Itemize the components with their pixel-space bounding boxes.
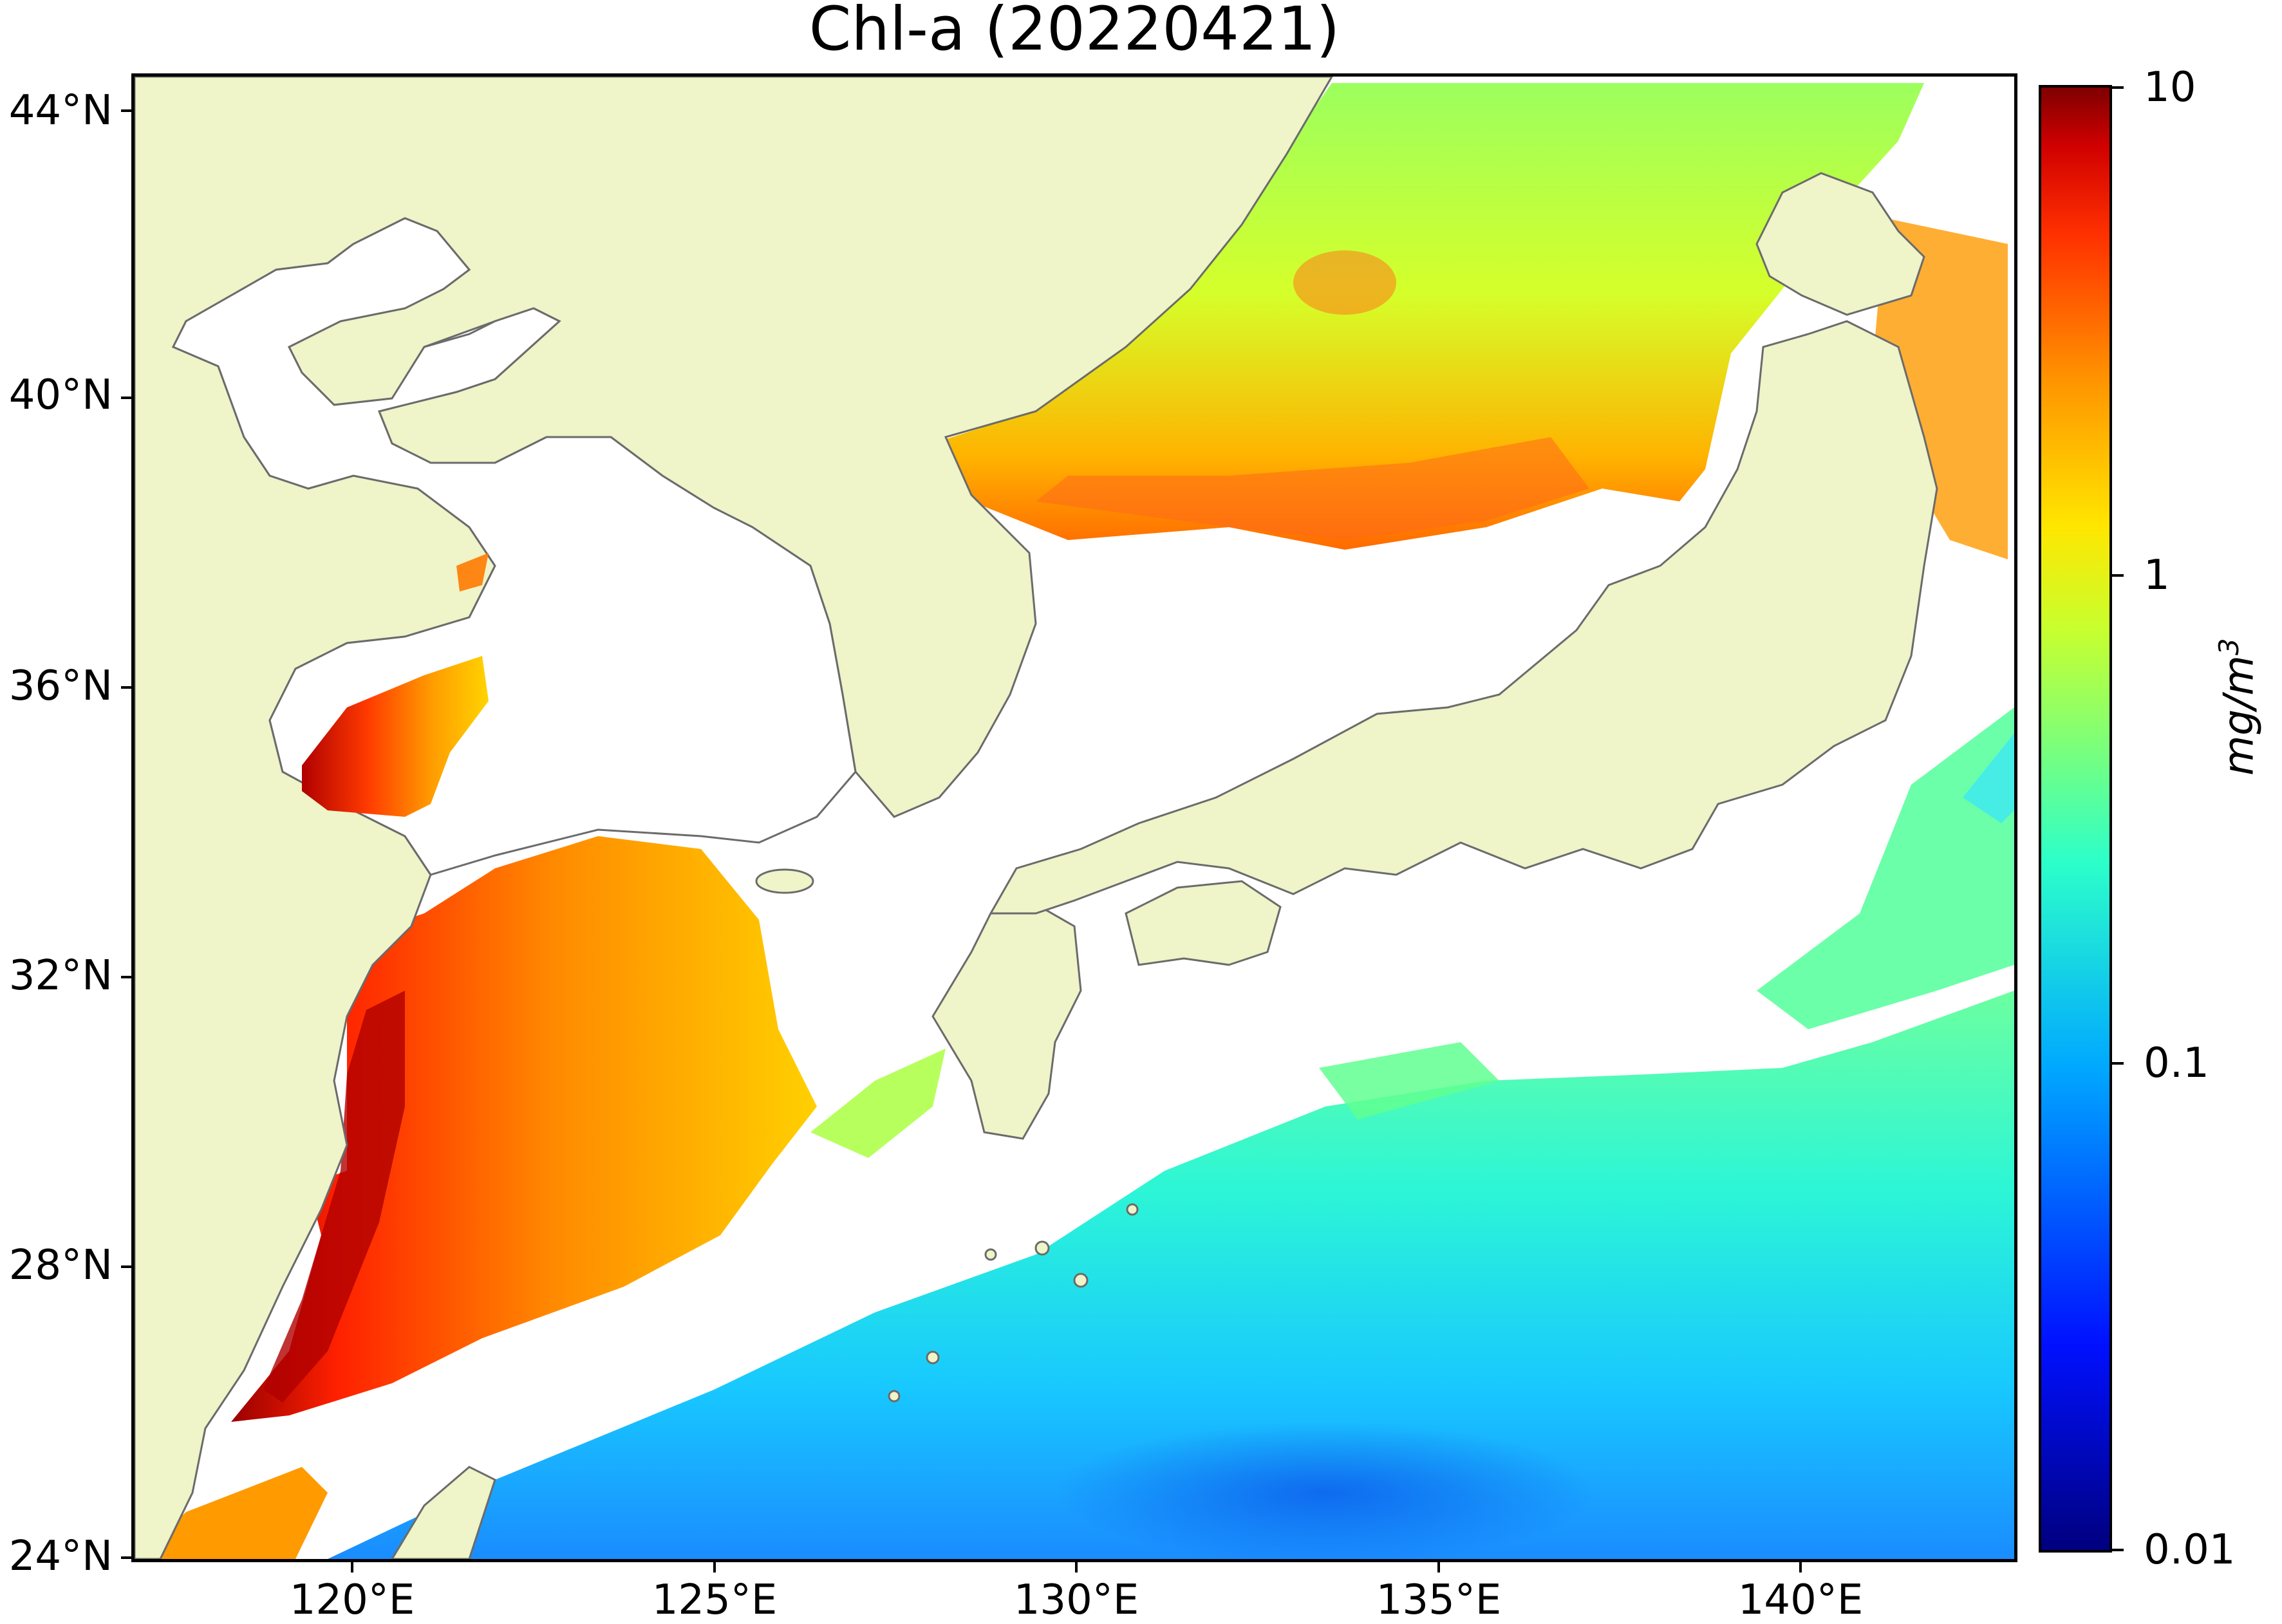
lat-tick [121,686,131,689]
lat-label-32: 32°N [8,952,113,1000]
figure-title: Chl-a (20220421) [809,0,1340,64]
lat-label-24: 24°N [8,1533,113,1580]
taiwan [391,1466,496,1559]
lat-tick [121,976,131,978]
lon-label-130: 130°E [1013,1576,1139,1624]
jeju-island [755,868,814,894]
taiwan-strait-chl [135,1467,328,1559]
sea-of-japan-chl [942,83,1924,550]
colorbar-label-10: 10 [2144,64,2196,111]
lon-tick [713,1562,716,1573]
lon-label-140: 140°E [1737,1576,1864,1624]
lon-label-125: 125°E [651,1576,778,1624]
lat-tick [121,1265,131,1268]
okhotsk-chl [1873,218,2008,559]
lat-tick [121,1556,131,1559]
lon-tick [1075,1562,1078,1573]
ecs-coastal-maximum [263,991,405,1403]
kyushu [931,899,1082,1140]
oligotrophic-core [1055,1422,1596,1559]
bohai-no-data [171,217,857,876]
land [135,77,1938,1559]
lon-tick [1799,1562,1802,1573]
lon-label-120: 120°E [289,1576,415,1624]
pacific-chl [328,991,2014,1559]
lon-tick [1437,1562,1440,1573]
colorbar [2039,85,2112,1553]
honshu [989,320,1938,915]
lat-label-28: 28°N [8,1242,113,1289]
lat-label-36: 36°N [8,662,113,710]
colorbar-label-0.01: 0.01 [2144,1526,2236,1574]
lat-label-44: 44°N [8,87,113,135]
shikoku [1125,880,1282,966]
map-canvas [135,77,2014,1559]
lat-tick [121,397,131,399]
yellow-sea-bloom-overlay [302,656,489,817]
colorbar-unit: mg/m3 [2213,638,2263,776]
lat-label-40: 40°N [8,371,113,419]
colorbar-tick [2112,574,2124,577]
hokkaido [1755,172,1925,316]
colorbar-label-0.1: 0.1 [2144,1040,2209,1087]
lon-label-135: 135°E [1376,1576,1502,1624]
east-china-sea-chl [231,836,817,1422]
colorbar-tick [2112,1062,2124,1065]
lon-tick [351,1562,353,1573]
colorbar-tick [2112,86,2124,89]
colorbar-label-1: 1 [2144,552,2170,599]
sea-of-japan-bloom [1036,437,1589,540]
chlorophyll-field [135,83,2014,1559]
colorbar-tick [2112,1549,2124,1551]
map-panel [131,73,2017,1562]
lat-tick [121,109,131,112]
